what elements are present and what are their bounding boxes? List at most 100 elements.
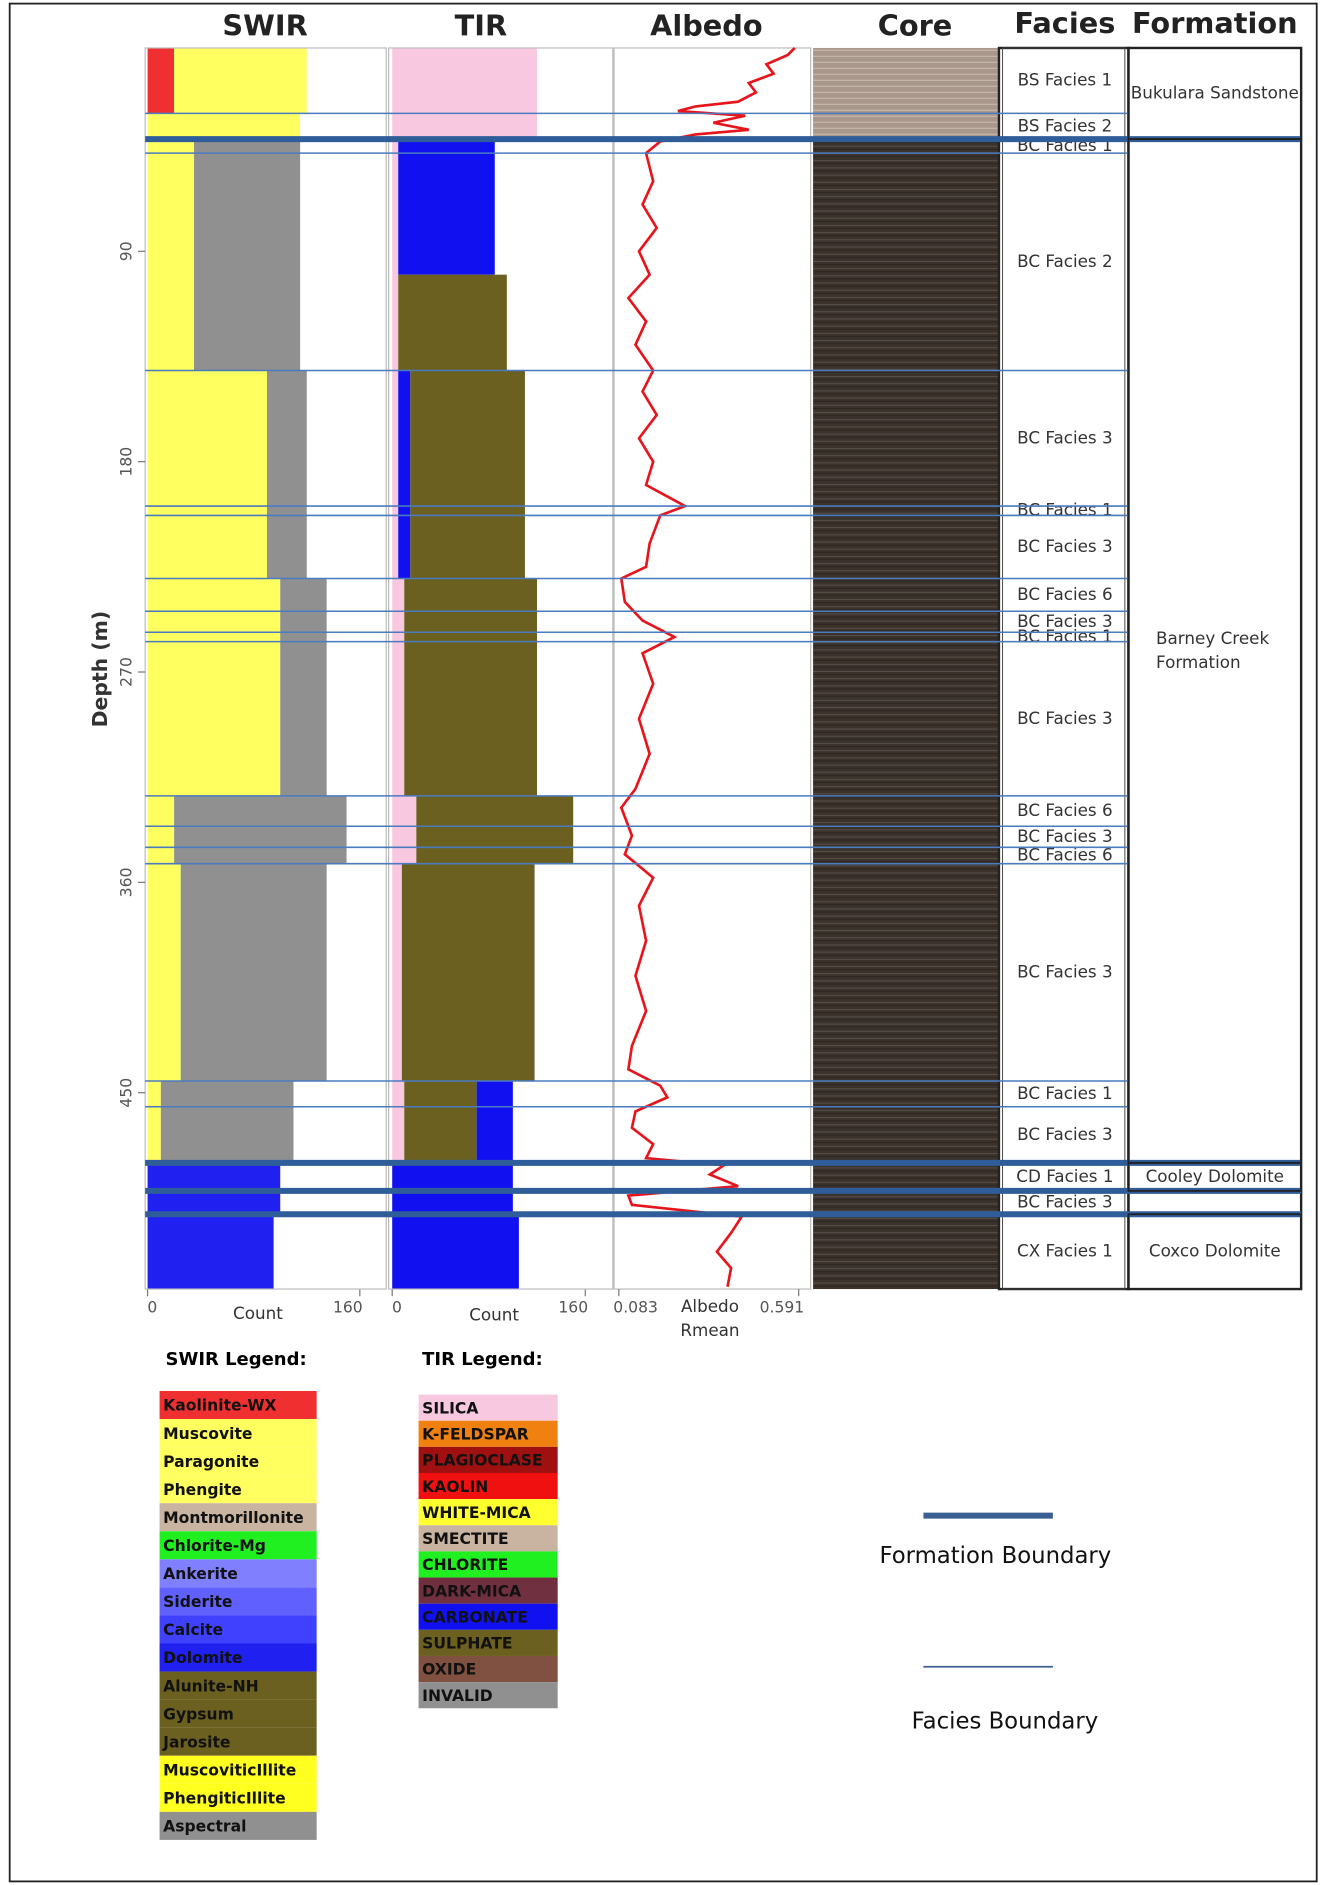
mineral-count	[416, 796, 573, 864]
axis-label: Count	[469, 1304, 519, 1324]
albedo-curve	[621, 48, 794, 1287]
facies-label: BC Facies 3	[1017, 536, 1113, 556]
mineral-count	[404, 1081, 476, 1163]
mineral-count	[148, 48, 175, 113]
mineral-count	[148, 1081, 161, 1163]
facies-label: CX Facies 1	[1017, 1241, 1113, 1261]
mineral-count	[392, 371, 398, 579]
formation-label: Cooley Dolomite	[1146, 1166, 1284, 1186]
legend-label: Aspectral	[163, 1818, 246, 1836]
facies-label: BS Facies 1	[1018, 70, 1112, 90]
y-tick-label: 360	[118, 867, 136, 897]
y-tick-label: 180	[118, 447, 136, 477]
facies-label: BC Facies 3	[1017, 961, 1113, 981]
mineral-count	[161, 1081, 294, 1163]
facies-label: BC Facies 2	[1017, 251, 1113, 271]
axis-label: Depth (m)	[88, 611, 112, 728]
x-tick-label: 160	[558, 1299, 588, 1317]
legend-label: DARK-MICA	[422, 1582, 521, 1600]
mineral-count	[477, 1081, 513, 1163]
facies-label: BC Facies 3	[1017, 826, 1113, 846]
facies-label: BC Facies 1	[1017, 500, 1113, 520]
mineral-count	[148, 371, 267, 579]
axis-label: Rmean	[680, 1320, 739, 1340]
facies-label: BC Facies 6	[1017, 584, 1113, 604]
facies-label: BC Facies 6	[1017, 800, 1113, 820]
legend-label: Jarosite	[162, 1733, 230, 1751]
mineral-count	[410, 371, 525, 579]
column-header: TIR	[455, 9, 507, 43]
legend-label: Facies Boundary	[912, 1708, 1099, 1734]
column-header: SWIR	[222, 9, 307, 43]
facies-label: BC Facies 3	[1017, 1124, 1113, 1144]
mineral-count	[398, 371, 410, 579]
facies-label: BC Facies 1	[1017, 626, 1113, 646]
legend-label: Siderite	[163, 1593, 232, 1611]
legend-label: WHITE-MICA	[422, 1504, 531, 1522]
legend-label: Ankerite	[163, 1565, 238, 1583]
mineral-count	[194, 139, 300, 370]
formation-label: Coxco Dolomite	[1149, 1241, 1281, 1261]
mineral-count	[402, 864, 535, 1081]
x-tick-label: 160	[333, 1299, 363, 1317]
y-tick-label: 90	[118, 241, 136, 261]
legend-label: Paragonite	[163, 1453, 259, 1471]
mineral-count	[392, 1214, 519, 1289]
y-tick-label: 450	[118, 1078, 136, 1108]
legend-label: PLAGIOCLASE	[422, 1452, 543, 1470]
core-image	[813, 140, 999, 1289]
mineral-count	[148, 864, 181, 1081]
mineral-count	[392, 796, 416, 864]
legend-label: Chlorite-Mg	[163, 1537, 266, 1555]
legend-label: Calcite	[163, 1621, 223, 1639]
legend-label: Kaolinite-WX	[163, 1397, 276, 1415]
mineral-count	[392, 275, 398, 371]
x-tick-label: 0	[147, 1299, 157, 1317]
legend-label: SMECTITE	[422, 1530, 509, 1548]
legend-label: PhengiticIllite	[163, 1790, 286, 1808]
legend-label: CARBONATE	[422, 1608, 528, 1626]
legend-label: Muscovite	[163, 1425, 252, 1443]
facies-label: BC Facies 3	[1017, 427, 1113, 447]
legend-label: Alunite-NH	[163, 1677, 258, 1695]
mineral-count	[148, 139, 194, 370]
axis-label: Albedo	[681, 1296, 739, 1316]
legend-label: Phengite	[163, 1481, 242, 1499]
formation-label: Barney Creek	[1156, 628, 1269, 648]
mineral-count	[174, 796, 346, 864]
page: { "columns": {"swir": "SWIR", "tir": "TI…	[0, 0, 1324, 1885]
legend-title: SWIR Legend:	[166, 1349, 307, 1370]
legend-label: CHLORITE	[422, 1556, 508, 1574]
mineral-count	[181, 864, 327, 1081]
mineral-count	[392, 139, 398, 275]
legend-label: OXIDE	[422, 1661, 476, 1679]
facies-label: CD Facies 1	[1016, 1166, 1113, 1186]
mineral-count	[392, 1081, 404, 1163]
figure: Formation Boundary Facies Boundary SWIR …	[0, 0, 1324, 1885]
legend-label: K-FELDSPAR	[422, 1425, 529, 1443]
mineral-count	[392, 48, 537, 139]
mineral-count	[148, 113, 301, 139]
facies-label: BC Facies 3	[1017, 1192, 1113, 1212]
x-tick-label: 0.083	[613, 1299, 658, 1317]
legend-label: Montmorillonite	[163, 1509, 304, 1527]
legend-title: TIR Legend:	[422, 1349, 543, 1370]
column-header: Facies	[1014, 6, 1115, 40]
mineral-count	[392, 864, 402, 1081]
axis-label: Count	[233, 1303, 283, 1323]
mineral-count	[267, 371, 307, 579]
formation-label: Formation	[1156, 652, 1241, 672]
mineral-count	[148, 796, 175, 864]
legend-label: Gypsum	[163, 1705, 234, 1723]
legend-label: INVALID	[422, 1687, 493, 1705]
mineral-count	[398, 139, 495, 275]
facies-label: BS Facies 2	[1018, 115, 1112, 135]
facies-label: BC Facies 1	[1017, 1083, 1113, 1103]
x-tick-label: 0	[392, 1299, 402, 1317]
legend-label: SILICA	[422, 1399, 478, 1417]
mineral-count	[174, 48, 307, 113]
formation-label: Bukulara Sandstone	[1131, 83, 1299, 103]
legend-label: MuscoviticIllite	[163, 1761, 296, 1779]
legend-label: Formation Boundary	[879, 1543, 1111, 1569]
core-image	[813, 48, 999, 140]
